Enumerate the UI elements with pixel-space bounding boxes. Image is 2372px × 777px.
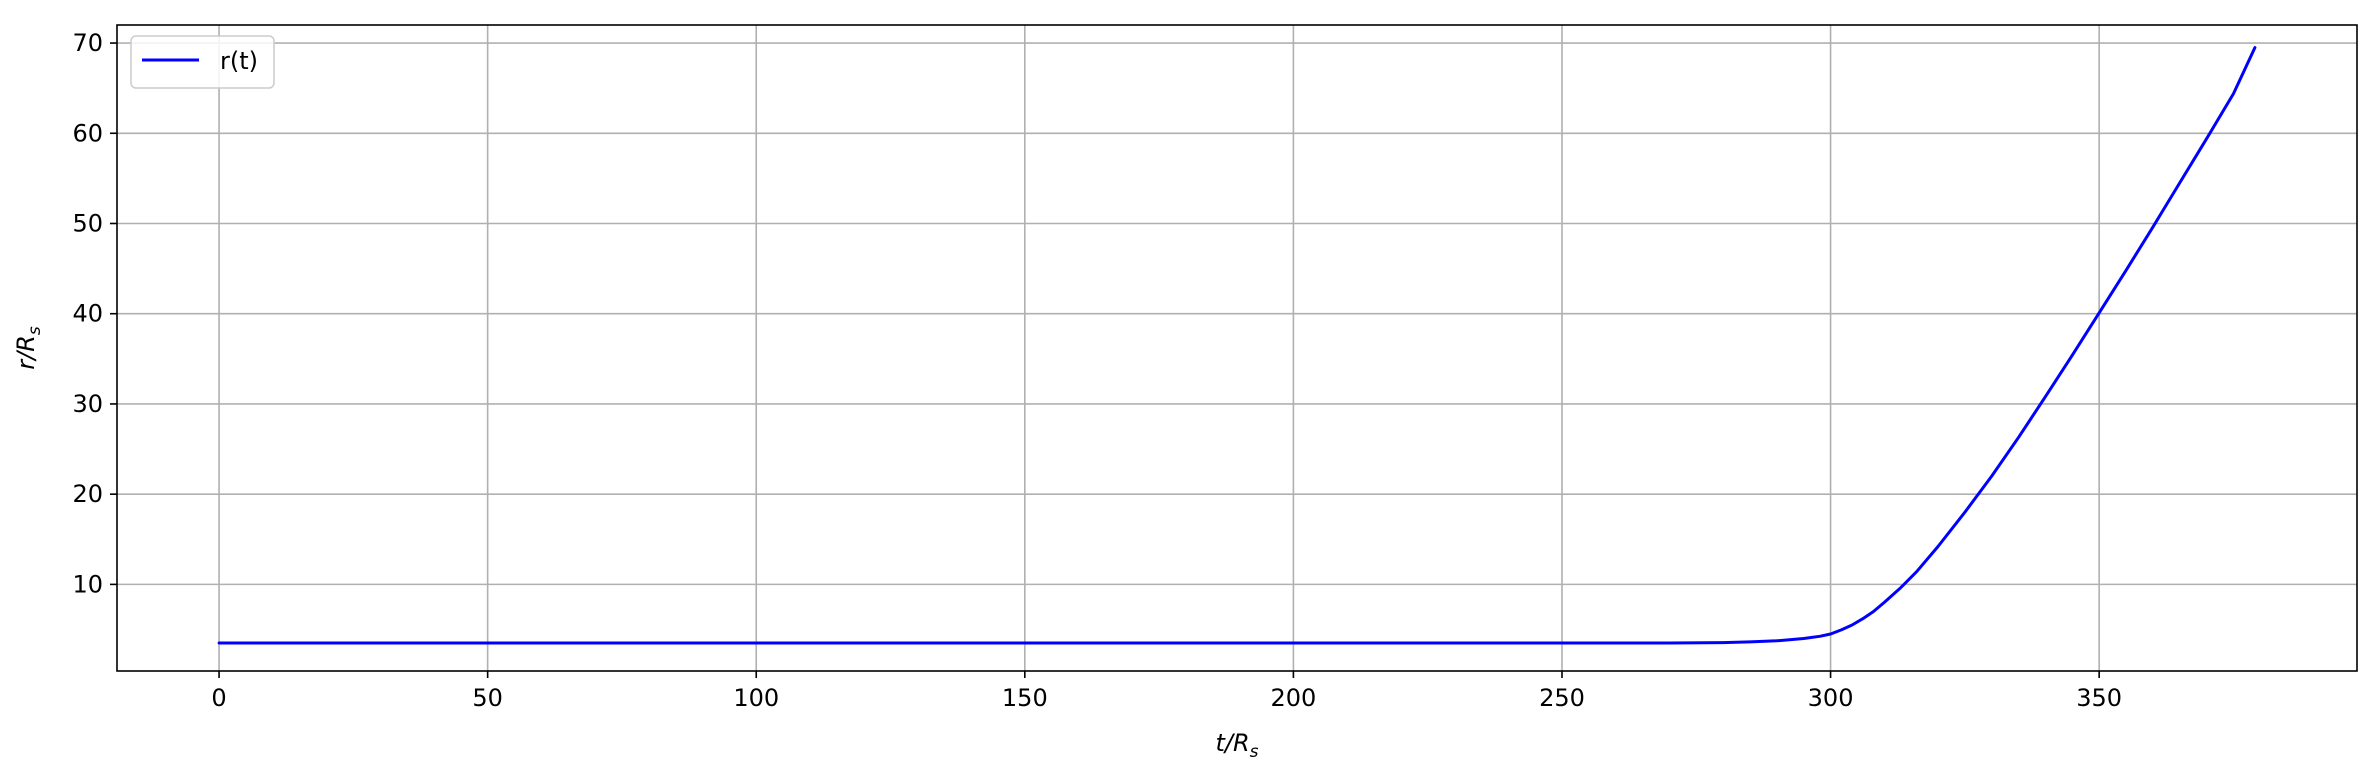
x-axis-label: t/Rs xyxy=(1215,729,1258,762)
legend: r(t) xyxy=(130,35,275,89)
series-layer xyxy=(217,46,2257,645)
y-tick-label: 40 xyxy=(72,300,103,328)
x-axis-ticks: 0 50 100 150 200 250 300 350 xyxy=(211,671,2122,712)
y-axis-ticks: 10 20 30 40 50 60 70 xyxy=(72,29,117,598)
x-tick-label: 0 xyxy=(211,684,226,712)
y-tick-label: 70 xyxy=(72,29,103,57)
y-axis-label-subscript: s xyxy=(25,326,45,335)
y-tick-label: 50 xyxy=(72,209,103,237)
y-axis-label: r/Rs xyxy=(12,326,45,370)
series-line xyxy=(217,46,2257,645)
y-axis-label-main: r/R xyxy=(12,335,40,370)
legend-box xyxy=(130,35,275,89)
plot-frame xyxy=(116,24,2358,672)
x-tick-label: 50 xyxy=(472,684,503,712)
y-tick-label: 30 xyxy=(72,390,103,418)
y-tick-label: 10 xyxy=(72,570,103,598)
x-tick-label: 150 xyxy=(1002,684,1048,712)
x-tick-label: 100 xyxy=(733,684,779,712)
x-tick-label: 300 xyxy=(1808,684,1854,712)
y-tick-label: 20 xyxy=(72,480,103,508)
x-axis-label-main: t/R xyxy=(1215,729,1249,757)
legend-label: r(t) xyxy=(220,47,258,75)
x-tick-label: 250 xyxy=(1539,684,1585,712)
x-axis-label-subscript: s xyxy=(1250,742,1259,762)
x-tick-label: 350 xyxy=(2076,684,2122,712)
x-tick-label: 200 xyxy=(1270,684,1316,712)
y-tick-label: 60 xyxy=(72,119,103,147)
grid xyxy=(117,25,2357,671)
